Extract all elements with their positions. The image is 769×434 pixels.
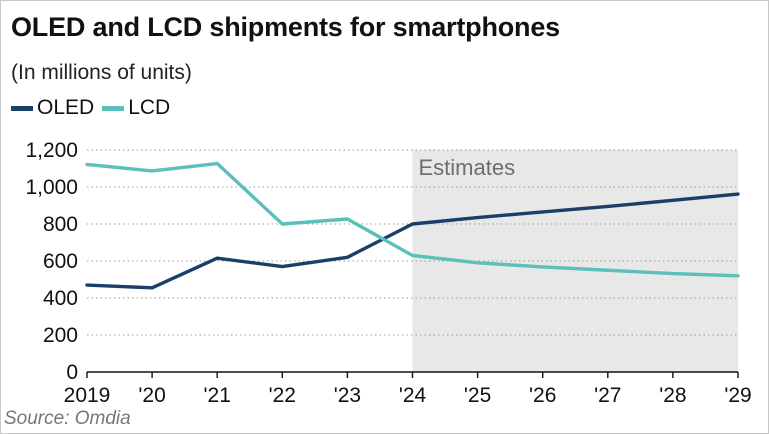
- x-tick-label: '22: [269, 384, 296, 407]
- y-tick-label: 800: [43, 213, 78, 236]
- legend-item-oled: OLED: [11, 96, 94, 120]
- x-tick-label: '28: [659, 384, 686, 407]
- estimates-label: Estimates: [419, 155, 516, 180]
- series-line-lcd: [85, 161, 740, 278]
- source-note: Source: Omdia: [4, 408, 131, 429]
- x-tick-label: '26: [529, 384, 556, 407]
- chart-title: OLED and LCD shipments for smartphones: [11, 12, 560, 42]
- chart-subtitle: (In millions of units): [11, 61, 192, 84]
- x-tick-label: 2019: [64, 384, 111, 407]
- x-tick-label: '25: [464, 384, 491, 407]
- legend-label-lcd: LCD: [128, 96, 171, 119]
- legend: OLED LCD: [11, 96, 170, 120]
- y-tick-label: 600: [43, 250, 78, 273]
- x-tick-label: '20: [138, 384, 165, 407]
- y-tick-label: 200: [43, 324, 78, 347]
- y-tick-label: 0: [66, 361, 78, 384]
- y-tick-label: 1,200: [25, 139, 78, 162]
- x-tick-label: '29: [724, 384, 751, 407]
- x-tick-label: '21: [204, 384, 231, 407]
- series-line-oled: [85, 192, 740, 290]
- legend-item-lcd: LCD: [102, 96, 170, 120]
- legend-label-oled: OLED: [37, 96, 95, 119]
- x-tick-label: '24: [399, 384, 427, 407]
- y-tick-label: 400: [43, 287, 78, 310]
- x-tick-label: '23: [334, 384, 361, 407]
- legend-swatch-oled: [11, 105, 33, 111]
- x-tick-label: '27: [594, 384, 621, 407]
- y-tick-label: 1,000: [25, 176, 78, 199]
- legend-swatch-lcd: [102, 105, 125, 111]
